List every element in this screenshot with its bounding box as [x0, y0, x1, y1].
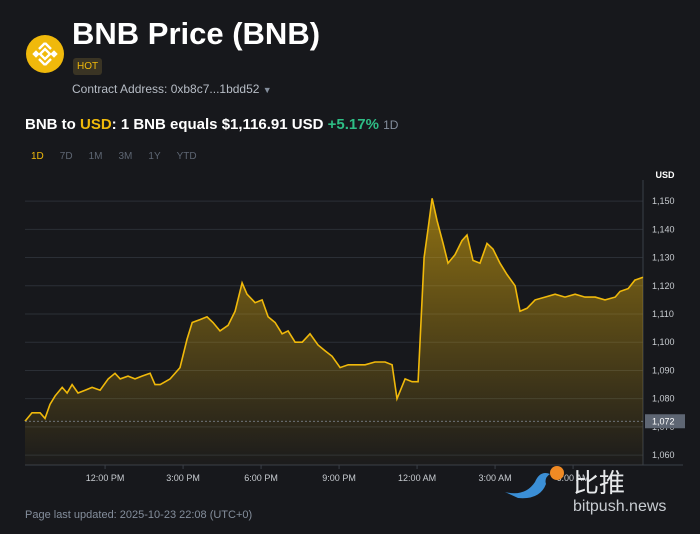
x-tick-label: 3:00 PM	[166, 473, 200, 483]
timeframe[interactable]: 1D	[31, 151, 44, 162]
timeframe[interactable]: 1M	[88, 151, 103, 162]
price-line	[24, 198, 644, 422]
timeframe[interactable]: 3M	[118, 151, 133, 162]
watermark-cn: 比推	[573, 468, 626, 498]
y-tick-label: 1,110	[652, 309, 674, 319]
equals: : 1 BNB equals $1,116.91 USD	[111, 116, 324, 133]
x-tick-label: 6:00 AM	[557, 473, 590, 483]
hot-badge: HOT	[73, 58, 103, 75]
chart: USD 1,0601,0701,0801,0901,1001,1101,1201…	[24, 170, 685, 483]
footer: Page last updated: 2025-10-23 22:08 (UTC…	[25, 509, 253, 521]
period: 1D	[383, 118, 399, 132]
x-tick-label: 9:00 PM	[322, 473, 356, 483]
page-title: BNB Price (BNB)	[72, 16, 321, 51]
base: BNB to	[25, 116, 76, 133]
timeframe[interactable]: 7D	[59, 151, 73, 162]
y-tick-label: 1,120	[652, 281, 675, 291]
timeframe[interactable]: 1Y	[148, 151, 161, 162]
y-tick-label: 1,080	[652, 394, 675, 404]
change: +5.17%	[327, 116, 379, 133]
area-fill	[25, 198, 643, 466]
y-unit: USD	[655, 170, 675, 180]
contract-address[interactable]: Contract Address: 0xb8c7...1bdd52 ▼	[72, 82, 272, 96]
x-tick-label: 12:00 PM	[86, 473, 125, 483]
x-tick-label: 12:00 AM	[398, 473, 436, 483]
y-tick-label: 1,060	[652, 450, 675, 460]
y-tick-label: 1,150	[652, 196, 675, 206]
bnb-logo	[26, 35, 64, 73]
x-tick-label: 3:00 AM	[479, 473, 512, 483]
timeframes: 1D 7D 1M 3M 1Y YTD	[31, 151, 213, 162]
price-marker-label: 1,072	[652, 416, 675, 426]
y-tick-label: 1,130	[652, 253, 675, 263]
timeframe[interactable]: YTD	[176, 151, 197, 162]
price-marker-box	[645, 414, 685, 429]
price-line: BNB to USD: 1 BNB equals $1,116.91 USD +…	[25, 116, 398, 133]
y-tick-label: 1,090	[652, 365, 675, 375]
watermark-site: bitpush.news	[573, 498, 667, 515]
y-tick-label: 1,140	[652, 224, 675, 234]
contract-text[interactable]: Contract Address: 0xb8c7...1bdd52	[72, 82, 260, 96]
x-tick-label: 6:00 PM	[244, 473, 278, 483]
quote[interactable]: USD	[80, 116, 112, 133]
bird-logo	[505, 466, 564, 499]
y-tick-label: 1,100	[652, 337, 675, 347]
